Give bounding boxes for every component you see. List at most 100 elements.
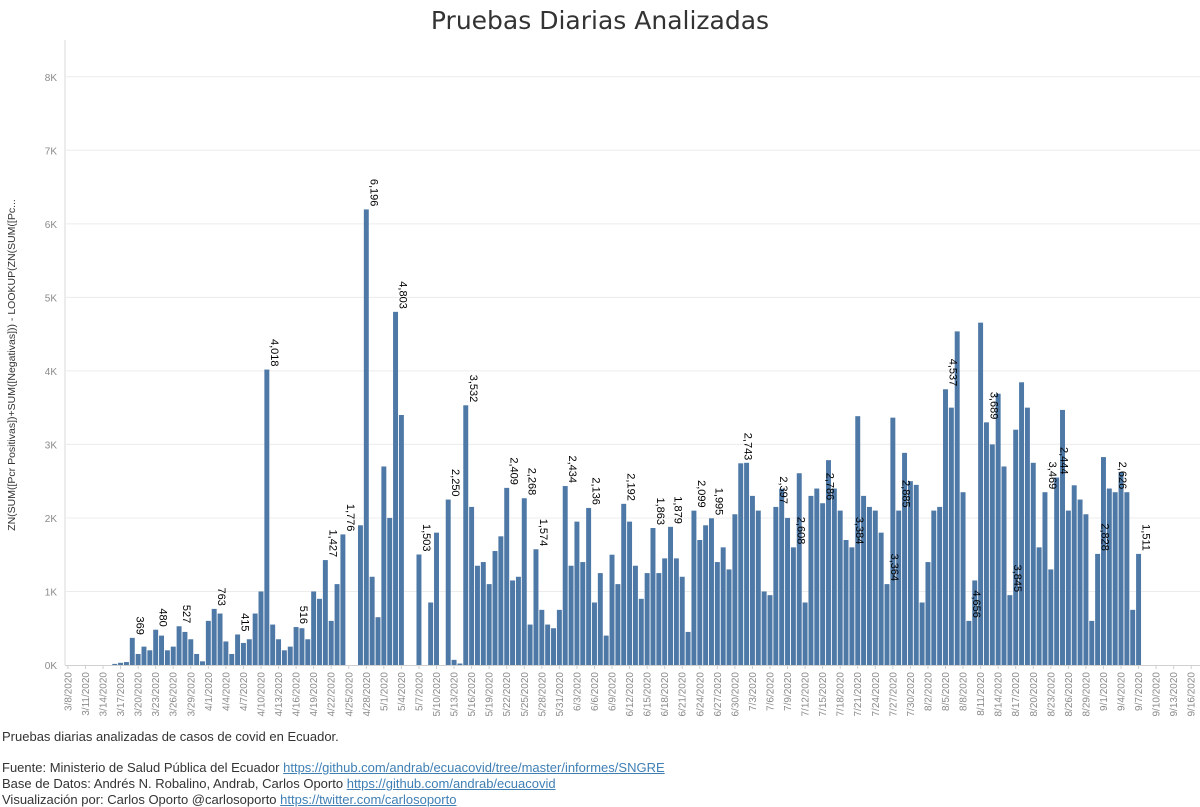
- bar: [907, 481, 913, 665]
- x-tick-label: 6/18/2020: [660, 672, 671, 717]
- x-tick-label: 5/25/2020: [520, 672, 531, 717]
- x-tick-label: 6/24/2020: [695, 672, 706, 717]
- bar: [796, 473, 802, 665]
- x-tick-label: 5/28/2020: [537, 672, 548, 717]
- bar: [293, 627, 299, 665]
- x-tick-label: 6/6/2020: [590, 672, 601, 711]
- bar: [398, 415, 404, 665]
- bar: [1112, 492, 1118, 665]
- bar: [597, 573, 603, 665]
- bar: [381, 466, 387, 665]
- x-tick-label: 6/15/2020: [643, 672, 654, 717]
- y-tick-label: 6K: [45, 220, 58, 231]
- bar: [469, 506, 475, 665]
- bar: [357, 525, 363, 665]
- bar: [755, 510, 761, 665]
- x-tick-label: 7/12/2020: [801, 672, 812, 717]
- bar: [510, 580, 516, 665]
- bar: [650, 528, 656, 665]
- bar: [989, 444, 995, 665]
- visualization-label: Visualización por: Carlos Oporto @carlos…: [2, 792, 277, 807]
- data-label: 516: [297, 606, 309, 624]
- bar: [843, 540, 849, 665]
- bar: [527, 624, 533, 665]
- data-label: 2,192: [625, 473, 637, 501]
- data-label: 2,608: [794, 517, 806, 545]
- data-label: 2,268: [525, 468, 537, 496]
- bar: [235, 634, 241, 665]
- bar: [328, 620, 334, 665]
- x-tick-label: 7/15/2020: [818, 672, 829, 717]
- data-label: 3,364: [888, 554, 900, 582]
- bar: [539, 609, 545, 665]
- data-label: 1,511: [1140, 524, 1152, 551]
- bar: [591, 602, 597, 665]
- data-label: 6,196: [367, 179, 379, 207]
- bar: [983, 422, 989, 665]
- bar: [872, 510, 878, 665]
- bar: [632, 565, 638, 665]
- data-label: 2,786: [824, 473, 836, 501]
- bar: [931, 510, 937, 665]
- x-tick-label: 3/11/2020: [81, 672, 92, 716]
- y-tick-label: 1K: [45, 587, 58, 598]
- bar: [147, 650, 153, 665]
- bar: [153, 629, 159, 665]
- bar: [1130, 609, 1136, 665]
- bar: [129, 637, 135, 665]
- database-line: Base de Datos: Andrés N. Robalino, Andra…: [2, 776, 556, 791]
- x-tick-label: 6/30/2020: [730, 672, 741, 717]
- data-label: 4,803: [397, 281, 409, 309]
- x-tick-label: 6/21/2020: [678, 672, 689, 717]
- bar: [533, 549, 539, 665]
- bar: [972, 580, 978, 665]
- x-tick-label: 4/25/2020: [344, 672, 355, 717]
- bar: [287, 646, 293, 665]
- data-label: 2,828: [1099, 523, 1111, 551]
- x-tick-label: 4/16/2020: [292, 672, 303, 717]
- y-tick-label: 2K: [45, 514, 58, 525]
- bar: [498, 536, 504, 665]
- bar: [1100, 457, 1106, 665]
- x-tick-label: 8/5/2020: [941, 672, 952, 711]
- data-label: 3,469: [1046, 462, 1058, 490]
- bar: [1083, 514, 1089, 665]
- bar: [925, 562, 931, 665]
- bar: [182, 631, 188, 665]
- source-label: Fuente: Ministerio de Salud Pública del …: [2, 760, 280, 775]
- bar: [176, 626, 182, 665]
- bar: [1001, 466, 1007, 665]
- bar: [1007, 595, 1013, 665]
- source-link[interactable]: https://github.com/andrab/ecuacovid/tree…: [283, 760, 665, 775]
- bar: [170, 646, 176, 665]
- data-label: 2,409: [508, 457, 520, 485]
- bar: [861, 495, 867, 665]
- bar: [890, 417, 896, 665]
- bar: [164, 650, 170, 665]
- bar: [545, 624, 551, 665]
- bar: [937, 506, 943, 665]
- visualization-link[interactable]: https://twitter.com/carlosoporto: [280, 792, 457, 807]
- data-label: 480: [157, 608, 169, 626]
- x-tick-label: 3/23/2020: [151, 672, 162, 717]
- bar: [428, 602, 434, 665]
- x-tick-label: 3/17/2020: [116, 672, 127, 717]
- x-tick-label: 4/7/2020: [239, 672, 250, 711]
- bar: [726, 569, 732, 665]
- bar: [252, 613, 258, 665]
- bar: [656, 573, 662, 665]
- bar: [281, 650, 287, 665]
- bar: [457, 663, 463, 665]
- bar: [486, 584, 492, 665]
- bar: [1124, 492, 1130, 665]
- bar: [1071, 485, 1077, 665]
- x-tick-label: 7/9/2020: [783, 672, 794, 711]
- bar: [662, 558, 668, 665]
- bar: [615, 584, 621, 665]
- chart-description: Pruebas diarias analizadas de casos de c…: [2, 729, 339, 744]
- x-tick-label: 7/18/2020: [836, 672, 847, 717]
- bar: [229, 653, 235, 665]
- chart-title: Pruebas Diarias Analizadas: [430, 6, 770, 35]
- database-link[interactable]: https://github.com/andrab/ecuacovid: [346, 776, 556, 791]
- bar: [837, 510, 843, 665]
